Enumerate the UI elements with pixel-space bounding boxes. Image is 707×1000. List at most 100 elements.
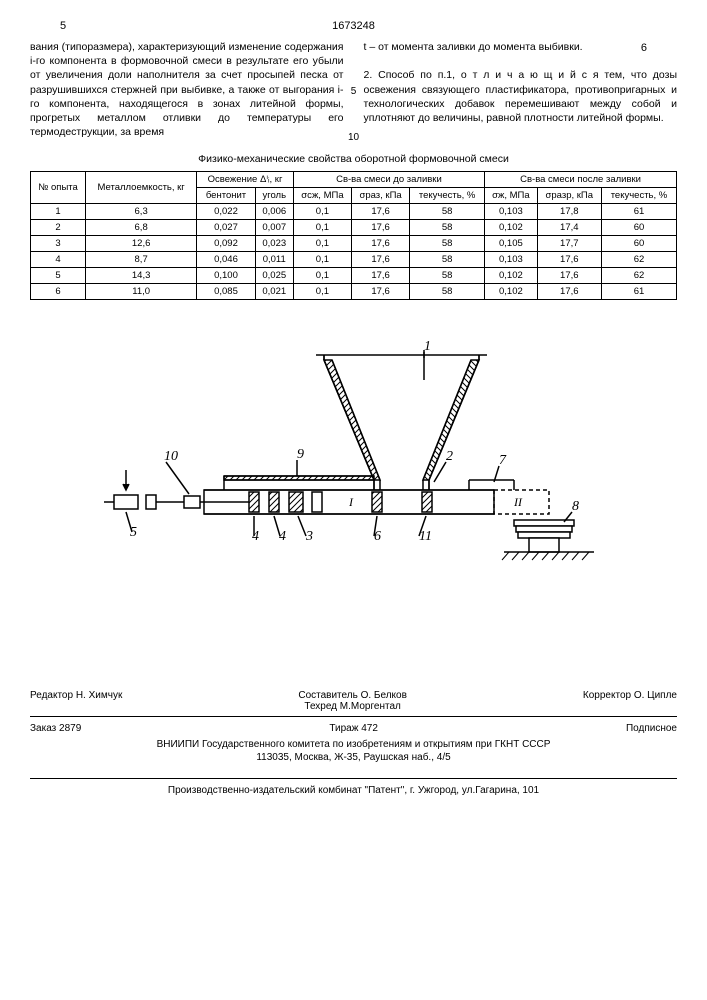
th-szh: σж, МПа bbox=[485, 188, 538, 204]
addr: 113035, Москва, Ж-35, Раушская наб., 4/5 bbox=[256, 752, 450, 763]
table-title: Физико-механические свойства оборотной ф… bbox=[30, 153, 677, 165]
table-cell: 17,7 bbox=[537, 236, 601, 252]
diagram-label-3: 3 bbox=[305, 529, 313, 544]
table-cell: 0,025 bbox=[255, 268, 293, 284]
roman-II: II bbox=[513, 495, 523, 509]
table-cell: 0,011 bbox=[255, 252, 293, 268]
table-cell: 58 bbox=[410, 268, 485, 284]
table-cell: 62 bbox=[601, 268, 676, 284]
th-coal: уголь bbox=[255, 188, 293, 204]
techred: Техред М.Моргентал bbox=[304, 701, 400, 712]
table-cell: 17,6 bbox=[352, 252, 410, 268]
doc-number: 1673248 bbox=[30, 20, 677, 32]
diagram-label-10: 10 bbox=[164, 449, 178, 464]
table-cell: 17,6 bbox=[537, 284, 601, 300]
table-body: 16,30,0220,0060,117,6580,10317,86126,80,… bbox=[31, 204, 677, 300]
table-cell: 0,092 bbox=[197, 236, 255, 252]
diagram-label-8: 8 bbox=[572, 499, 579, 514]
table-cell: 0,1 bbox=[293, 268, 351, 284]
col2-p2: 2. Способ по п.1, о т л и ч а ю щ и й с … bbox=[364, 69, 678, 124]
header: 5 1673248 6 bbox=[30, 20, 677, 34]
table-cell: 17,6 bbox=[537, 252, 601, 268]
th-flow: текучесть, % bbox=[410, 188, 485, 204]
table-cell: 0,1 bbox=[293, 284, 351, 300]
corrector: Корректор О. Ципле bbox=[583, 690, 677, 712]
circulation: Тираж 472 bbox=[329, 723, 378, 734]
order: Заказ 2879 bbox=[30, 723, 81, 734]
table-cell: 11,0 bbox=[86, 284, 197, 300]
table-cell: 0,021 bbox=[255, 284, 293, 300]
table-cell: 12,6 bbox=[86, 236, 197, 252]
table-cell: 62 bbox=[601, 252, 676, 268]
table-cell: 17,6 bbox=[352, 204, 410, 220]
table-cell: 0,105 bbox=[485, 236, 538, 252]
column-right: t – от момента заливки до момента выбивк… bbox=[364, 40, 678, 139]
table-cell: 0,085 bbox=[197, 284, 255, 300]
diagram-label-9: 9 bbox=[297, 447, 304, 462]
table-cell: 0,102 bbox=[485, 220, 538, 236]
table-cell: 8,7 bbox=[86, 252, 197, 268]
th-after: Св-ва смеси после заливки bbox=[485, 172, 677, 188]
table-cell: 0,102 bbox=[485, 284, 538, 300]
line-marker-10: 10 bbox=[348, 132, 359, 143]
table-cell: 0,102 bbox=[485, 268, 538, 284]
th-sraz: σраз, кПа bbox=[352, 188, 410, 204]
th-before: Св-ва смеси до заливки bbox=[293, 172, 484, 188]
table-cell: 17,6 bbox=[352, 284, 410, 300]
table-cell: 6,8 bbox=[86, 220, 197, 236]
table-cell: 17,4 bbox=[537, 220, 601, 236]
table-cell: 2 bbox=[31, 220, 86, 236]
table-cell: 1 bbox=[31, 204, 86, 220]
diagram-label-11: 11 bbox=[419, 529, 432, 544]
th-flow2: текучесть, % bbox=[601, 188, 676, 204]
diagram-label-4b: 4 bbox=[279, 529, 286, 544]
table-cell: 5 bbox=[31, 268, 86, 284]
table-cell: 14,3 bbox=[86, 268, 197, 284]
column-left: вания (типоразмера), характеризующий изм… bbox=[30, 40, 344, 139]
table-cell: 0,1 bbox=[293, 236, 351, 252]
diagram-label-4: 4 bbox=[252, 529, 259, 544]
line-marker-5: 5 bbox=[351, 86, 357, 97]
compiler: Составитель О. Белков bbox=[298, 690, 407, 701]
table-row: 312,60,0920,0230,117,6580,10517,760 bbox=[31, 236, 677, 252]
table-row: 48,70,0460,0110,117,6580,10317,662 bbox=[31, 252, 677, 268]
th-bento: бентонит bbox=[197, 188, 255, 204]
table-cell: 60 bbox=[601, 236, 676, 252]
table-row: 16,30,0220,0060,117,6580,10317,861 bbox=[31, 204, 677, 220]
table-cell: 0,1 bbox=[293, 204, 351, 220]
table-cell: 4 bbox=[31, 252, 86, 268]
table-cell: 58 bbox=[410, 220, 485, 236]
table-cell: 0,027 bbox=[197, 220, 255, 236]
table-cell: 0,022 bbox=[197, 204, 255, 220]
properties-table: № опыта Металлоемкость, кг Освежение Δⁱᵢ… bbox=[30, 171, 677, 300]
table-cell: 6,3 bbox=[86, 204, 197, 220]
table-cell: 17,6 bbox=[352, 220, 410, 236]
th-metal: Металлоемкость, кг bbox=[86, 172, 197, 204]
table-cell: 17,6 bbox=[352, 236, 410, 252]
table-cell: 0,100 bbox=[197, 268, 255, 284]
table-cell: 58 bbox=[410, 204, 485, 220]
diagram-label-5: 5 bbox=[130, 525, 137, 540]
table-cell: 0,1 bbox=[293, 252, 351, 268]
diagram-label-1: 1 bbox=[424, 339, 431, 354]
table-cell: 3 bbox=[31, 236, 86, 252]
diagram-label-7: 7 bbox=[499, 453, 507, 468]
table-row: 26,80,0270,0070,117,6580,10217,460 bbox=[31, 220, 677, 236]
col2-p1: t – от момента заливки до момента выбивк… bbox=[364, 41, 583, 53]
footer: Редактор Н. Химчук Составитель О. Белков… bbox=[30, 690, 677, 796]
table-cell: 0,1 bbox=[293, 220, 351, 236]
table-cell: 61 bbox=[601, 284, 676, 300]
table-row: 611,00,0850,0210,117,6580,10217,661 bbox=[31, 284, 677, 300]
table-cell: 17,8 bbox=[537, 204, 601, 220]
org: ВНИИПИ Государственного комитета по изоб… bbox=[157, 739, 551, 750]
th-sszh: σсж, МПа bbox=[293, 188, 351, 204]
diagram-label-2: 2 bbox=[446, 449, 453, 464]
table-cell: 58 bbox=[410, 284, 485, 300]
diagram-label-6: 6 bbox=[374, 529, 381, 544]
table-cell: 0,023 bbox=[255, 236, 293, 252]
subscr: Подписное bbox=[626, 723, 677, 734]
table-cell: 0,103 bbox=[485, 204, 538, 220]
th-n: № опыта bbox=[31, 172, 86, 204]
table-cell: 0,046 bbox=[197, 252, 255, 268]
table-cell: 0,103 bbox=[485, 252, 538, 268]
